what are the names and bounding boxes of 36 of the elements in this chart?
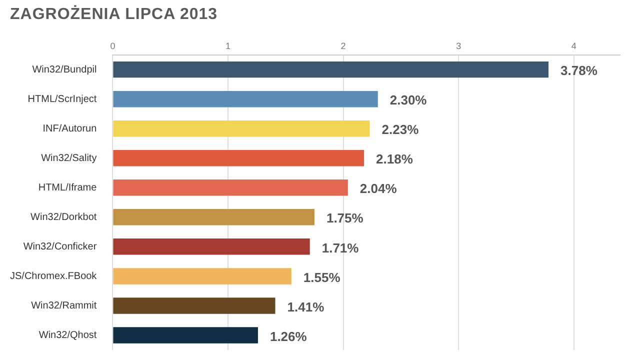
bar	[113, 238, 310, 255]
data-label: 2.23%	[382, 122, 420, 138]
data-label: 2.30%	[390, 92, 428, 108]
bar	[113, 61, 549, 78]
chart-title: ZAGROŻENIA LIPCA 2013	[10, 6, 218, 24]
y-tick-label: HTML/ScrInject	[28, 94, 97, 105]
data-label: 2.18%	[376, 152, 414, 167]
x-tick-label: 0	[110, 40, 116, 51]
y-tick-label: Win32/Bundpil	[32, 64, 97, 76]
y-tick-label: Win32/Rammit	[31, 300, 97, 312]
y-tick-label: Win32/Sality	[41, 152, 97, 164]
data-label: 1.75%	[326, 210, 364, 226]
bar	[113, 268, 292, 284]
data-label: 2.04%	[360, 181, 398, 196]
x-tick-label: 1	[225, 40, 230, 51]
y-tick-label: Win32/Conficker	[23, 241, 98, 252]
x-tick-label: 3	[456, 40, 462, 51]
bar	[113, 327, 258, 344]
y-tick-label: INF/Autorun	[42, 123, 97, 134]
y-tick-label: Win32/Qhost	[38, 330, 97, 341]
bar	[113, 150, 364, 166]
bar	[113, 298, 276, 314]
x-tick-label: 4	[571, 40, 576, 51]
bar	[113, 180, 348, 196]
x-tick-label: 2	[340, 40, 346, 51]
data-label: 3.78%	[560, 63, 598, 78]
y-tick-label: JS/Chromex.FBook	[10, 270, 98, 282]
bar	[113, 209, 314, 226]
data-label: 1.55%	[303, 270, 341, 285]
data-label: 1.41%	[287, 299, 325, 314]
y-tick-label: HTML/Iframe	[38, 182, 98, 194]
bar	[113, 120, 370, 137]
data-label: 1.71%	[322, 240, 360, 256]
bar	[113, 90, 378, 108]
data-label: 1.26%	[270, 328, 308, 344]
y-tick-label: Win32/Dorkbot	[30, 212, 97, 223]
